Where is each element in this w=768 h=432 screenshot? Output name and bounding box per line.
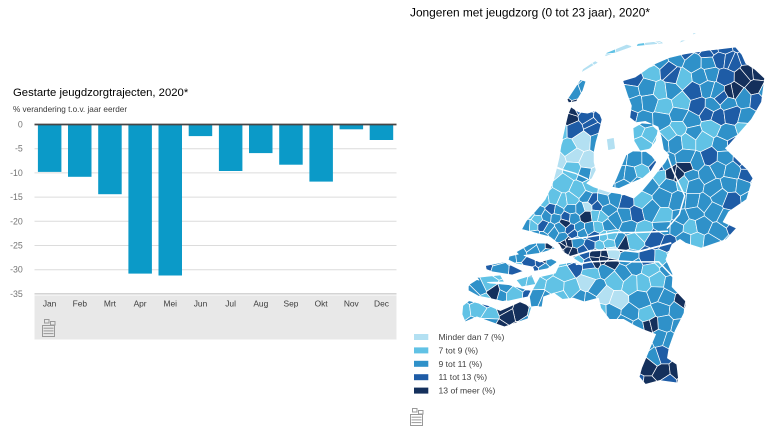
svg-text:Jul: Jul — [225, 298, 236, 308]
svg-text:Okt: Okt — [315, 298, 329, 308]
svg-text:Dec: Dec — [374, 298, 389, 308]
svg-text:7 tot 9 (%): 7 tot 9 (%) — [439, 345, 479, 355]
svg-text:-15: -15 — [10, 192, 23, 202]
svg-text:Minder dan 7 (%): Minder dan 7 (%) — [439, 332, 505, 342]
svg-text:-5: -5 — [15, 144, 23, 154]
svg-text:Feb: Feb — [73, 298, 88, 308]
svg-text:Sep: Sep — [284, 298, 299, 308]
svg-text:Jan: Jan — [43, 298, 57, 308]
svg-text:-30: -30 — [10, 265, 23, 275]
svg-text:0: 0 — [18, 120, 23, 130]
svg-text:11 tot 13 (%): 11 tot 13 (%) — [439, 372, 488, 382]
svg-text:-25: -25 — [10, 241, 23, 251]
svg-text:Mrt: Mrt — [104, 298, 117, 308]
svg-text:Jun: Jun — [194, 298, 208, 308]
svg-text:Gestarte jeugdzorgtrajecten, 2: Gestarte jeugdzorgtrajecten, 2020* — [13, 87, 189, 99]
svg-text:Aug: Aug — [253, 298, 268, 308]
svg-text:Jongeren met jeugdzorg (0 tot: Jongeren met jeugdzorg (0 tot 23 jaar), … — [410, 6, 650, 20]
svg-text:-20: -20 — [10, 216, 23, 226]
svg-text:Nov: Nov — [344, 298, 360, 308]
svg-text:% verandering t.o.v. jaar eerd: % verandering t.o.v. jaar eerder — [13, 105, 127, 114]
svg-text:-10: -10 — [10, 168, 23, 178]
svg-text:-35: -35 — [10, 289, 23, 299]
svg-text:13 of meer (%): 13 of meer (%) — [439, 386, 496, 396]
svg-text:Apr: Apr — [134, 298, 147, 308]
svg-text:9 tot 11 (%): 9 tot 11 (%) — [439, 359, 483, 369]
svg-text:Mei: Mei — [164, 298, 178, 308]
